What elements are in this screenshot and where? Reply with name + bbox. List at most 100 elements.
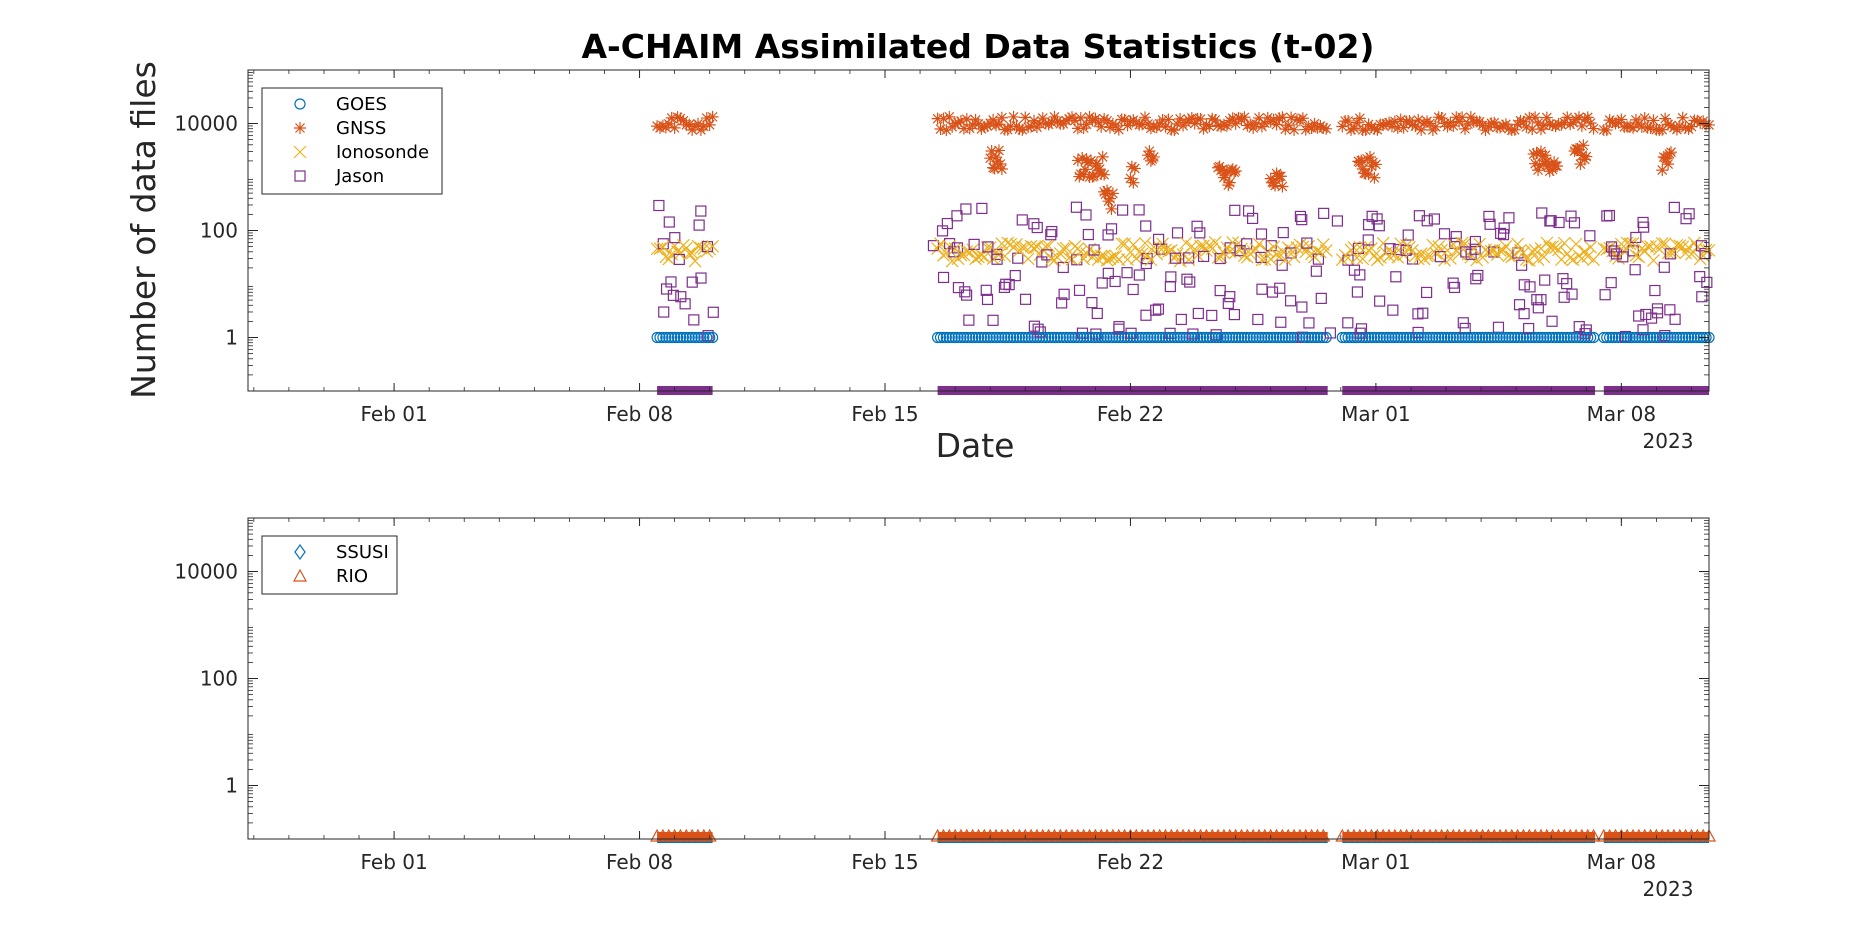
gnss-point <box>1068 114 1081 127</box>
jason-point <box>1246 212 1259 225</box>
jason-point <box>1535 294 1547 306</box>
gnss-point <box>1215 120 1228 133</box>
ionosonde-point <box>1264 252 1278 266</box>
bottom-x-tick-label: Feb 08 <box>606 850 673 874</box>
jason-point <box>1117 204 1129 216</box>
goes-point <box>1218 331 1230 344</box>
gnss-point <box>1494 121 1507 134</box>
jason-point <box>1241 238 1253 250</box>
goes-point <box>1235 331 1248 344</box>
gnss-point <box>1007 110 1020 123</box>
gnss-dip-point <box>1355 154 1368 167</box>
ionosonde-point <box>1537 250 1551 264</box>
gnss-point <box>1432 111 1445 124</box>
gnss-point <box>1459 122 1472 135</box>
jason-point <box>675 291 687 303</box>
ionosonde-point <box>1132 245 1146 259</box>
goes-point <box>1538 331 1550 344</box>
jason-point <box>1310 265 1322 277</box>
gnss-point <box>1261 111 1274 124</box>
goes-point <box>1241 331 1253 344</box>
gnss-point <box>1241 119 1254 132</box>
rio-point <box>702 828 717 842</box>
jason-point <box>1605 277 1617 289</box>
ionosonde-point <box>688 254 702 268</box>
goes-point <box>706 331 719 344</box>
gnss-dip-point <box>1229 165 1242 178</box>
gnss-point <box>1409 120 1422 133</box>
jason-point <box>1513 299 1526 311</box>
ionosonde-point <box>1100 253 1114 267</box>
gnss-point <box>1423 117 1436 130</box>
ionosonde-point <box>1647 254 1660 267</box>
jason-point <box>1694 271 1706 283</box>
jason-point <box>1019 293 1032 305</box>
goes-point <box>1386 331 1398 344</box>
goes-point <box>1668 331 1680 344</box>
goes-point <box>1549 331 1562 344</box>
goes-point <box>1086 331 1099 344</box>
goes-point <box>1060 331 1072 344</box>
gnss-dip-point <box>990 151 1003 164</box>
gnss-point <box>1174 112 1187 125</box>
jason-point <box>1080 209 1092 221</box>
jason-point <box>1255 228 1268 240</box>
gnss-point <box>1098 112 1111 125</box>
goes-point <box>1523 331 1535 344</box>
gnss-point <box>1279 123 1292 136</box>
ionosonde-point <box>1170 247 1184 261</box>
ionosonde-point <box>1258 253 1272 266</box>
goes-point <box>1186 331 1198 344</box>
goes-point <box>1230 331 1242 344</box>
goes-point <box>1259 331 1271 344</box>
gnss-point <box>1112 123 1125 136</box>
gnss-point <box>683 118 696 131</box>
gnss-point <box>1561 111 1574 124</box>
goes-point <box>689 331 701 344</box>
gnss-point <box>1421 115 1434 128</box>
goes-point <box>1529 331 1541 344</box>
goes-point <box>1377 331 1389 344</box>
gnss-point <box>1476 119 1489 132</box>
gnss-point <box>1685 120 1698 133</box>
jason-point <box>695 272 707 284</box>
jason-point <box>1668 201 1680 214</box>
ionosonde-point <box>1584 240 1598 254</box>
gnss-point <box>990 119 1003 132</box>
goes-point <box>1040 331 1052 344</box>
gnss-dip-point <box>995 163 1008 176</box>
gnss-dip-point <box>1548 156 1561 169</box>
goes-point <box>1224 331 1236 344</box>
jason-point <box>1669 313 1681 325</box>
jason-point <box>657 238 669 250</box>
goes-point <box>1083 331 1096 344</box>
goes-point <box>1639 331 1651 344</box>
goes-point <box>1380 331 1392 344</box>
gnss-point <box>937 112 950 125</box>
gnss-point <box>1345 123 1358 136</box>
gnss-point <box>972 117 985 130</box>
top-legend-marker <box>294 170 306 182</box>
jason-point <box>686 276 698 288</box>
gnss-dip-point <box>1124 172 1137 185</box>
gnss-point <box>1209 113 1222 126</box>
gnss-point <box>1552 117 1565 130</box>
jason-point <box>1133 269 1145 281</box>
goes-point <box>1604 331 1616 344</box>
top-legend: GOES GNSS Ionosonde Jason <box>261 87 443 195</box>
gnss-point <box>1238 111 1251 124</box>
gnss-point <box>940 124 953 137</box>
goes-point <box>695 331 707 344</box>
goes-point <box>1279 331 1291 344</box>
top-x-year-label: 2023 <box>1643 429 1694 453</box>
ionosonde-point <box>1525 244 1539 258</box>
gnss-point <box>1600 124 1613 137</box>
ionosonde-point <box>1623 237 1637 251</box>
gnss-point <box>992 118 1005 131</box>
jason-point <box>1152 303 1165 315</box>
gnss-point <box>1039 117 1052 130</box>
jason-point <box>1194 227 1206 239</box>
goes-point <box>671 331 684 344</box>
goes-point <box>1057 331 1069 344</box>
jason-point <box>1450 231 1462 243</box>
